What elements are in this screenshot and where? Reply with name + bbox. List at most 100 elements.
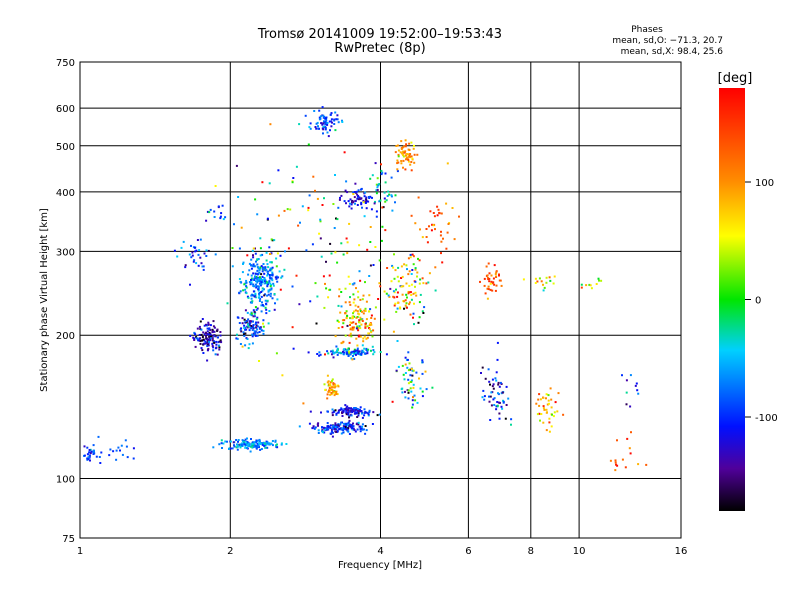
echo-point: [269, 285, 272, 288]
echo-point: [99, 462, 102, 464]
echo-point: [418, 377, 420, 380]
echo-point: [212, 446, 215, 449]
echo-point: [213, 330, 216, 333]
echo-point: [322, 132, 324, 135]
echo-point: [317, 422, 320, 425]
echo-point: [365, 347, 368, 350]
echo-point: [259, 297, 262, 300]
echo-point: [286, 208, 289, 211]
echo-point: [83, 454, 86, 457]
echo-point: [354, 182, 357, 185]
echo-point: [329, 427, 332, 429]
echo-point: [408, 270, 411, 273]
y-tick-label: 100: [56, 475, 75, 486]
echo-point: [554, 401, 557, 404]
echo-point: [365, 200, 368, 202]
echo-point: [209, 335, 212, 337]
echo-point: [405, 302, 408, 305]
echo-point: [115, 449, 118, 452]
echo-point: [201, 349, 204, 352]
echo-point: [270, 284, 272, 286]
echo-point: [354, 322, 357, 325]
echo-point: [404, 396, 407, 399]
stats-line-x: mean, sd,X: 98.4, 25.6: [621, 47, 724, 57]
echo-point: [320, 122, 323, 125]
echo-point: [392, 266, 395, 269]
echo-point: [394, 194, 397, 197]
echo-point: [316, 197, 319, 200]
echo-point: [548, 402, 550, 405]
echo-point: [346, 191, 349, 194]
echo-point: [219, 334, 222, 337]
echo-point: [545, 408, 548, 411]
echo-point: [292, 177, 295, 179]
echo-point: [400, 277, 403, 279]
echo-point: [585, 284, 588, 287]
echo-point: [262, 329, 265, 332]
echo-point: [417, 196, 420, 199]
echo-point: [345, 310, 348, 313]
echo-point: [332, 382, 335, 385]
echo-point: [252, 315, 255, 318]
echo-point: [396, 307, 399, 310]
echo-point: [211, 337, 214, 340]
echo-point: [263, 288, 265, 291]
echo-point: [353, 429, 356, 431]
echo-point: [269, 282, 272, 285]
echo-point: [383, 290, 386, 293]
echo-point: [359, 279, 362, 282]
echo-point: [231, 265, 234, 268]
echo-point: [391, 400, 394, 403]
echo-point: [406, 296, 408, 299]
echo-point: [269, 253, 272, 255]
y-axis-label: Stationary phase Virtual Height [km]: [39, 208, 50, 392]
echo-point: [262, 325, 265, 328]
echo-point: [343, 151, 346, 154]
echo-point: [258, 360, 260, 362]
echo-point: [358, 270, 361, 273]
echo-point: [245, 292, 248, 295]
echo-point: [307, 209, 310, 212]
echo-point: [250, 277, 253, 280]
echo-point: [259, 237, 262, 240]
echo-point: [353, 196, 356, 199]
echo-point: [493, 283, 496, 286]
echo-point: [89, 452, 92, 455]
echo-point: [258, 269, 261, 271]
echo-point: [344, 312, 347, 315]
echo-point: [439, 234, 442, 237]
echo-point: [317, 125, 319, 128]
echo-point: [255, 280, 257, 283]
echo-point: [251, 333, 254, 336]
colorbar-tick-label: 0: [755, 296, 761, 307]
echo-point: [202, 268, 205, 271]
echo-point: [253, 332, 256, 335]
echo-point: [496, 401, 499, 403]
echo-point: [341, 121, 344, 123]
echo-point: [251, 300, 254, 303]
echo-point: [255, 324, 258, 327]
echo-point: [196, 239, 199, 241]
echo-point: [90, 450, 93, 453]
echo-point: [408, 362, 411, 365]
echo-point: [364, 191, 367, 194]
echo-point: [349, 317, 351, 320]
echo-point: [378, 183, 381, 185]
echo-point: [580, 283, 583, 286]
echo-point: [201, 318, 204, 320]
echo-point: [361, 423, 364, 426]
echo-point: [274, 302, 276, 305]
echo-point: [339, 311, 342, 314]
echo-point: [258, 331, 261, 333]
echo-point: [295, 274, 298, 277]
echo-point: [216, 328, 219, 331]
echo-point: [353, 298, 356, 301]
echo-point: [320, 255, 323, 258]
echo-point: [393, 253, 395, 256]
echo-point: [256, 276, 259, 279]
echo-point: [206, 345, 209, 347]
echo-point: [323, 431, 326, 434]
echo-point: [330, 430, 333, 433]
echo-point: [334, 251, 337, 254]
echo-point: [253, 441, 256, 444]
